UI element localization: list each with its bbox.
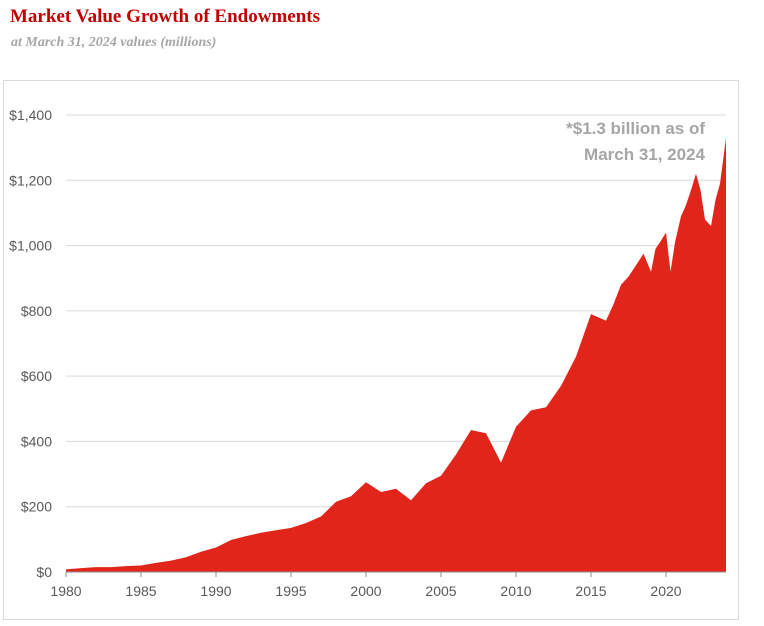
endowment-area-series <box>66 137 726 572</box>
x-tick-label: 1995 <box>275 583 306 599</box>
y-tick-labels: $0 $200 $400 $600 $800 $1,000 $1,200 $1,400 <box>9 107 52 580</box>
x-tick-label: 2010 <box>500 583 531 599</box>
y-tick-label: $400 <box>21 433 52 449</box>
x-tick-label: 1990 <box>200 583 231 599</box>
y-tick-label: $200 <box>21 499 52 515</box>
area-layer <box>66 137 726 572</box>
y-tick-label: $1,400 <box>9 107 52 123</box>
x-tick-label: 2015 <box>575 583 606 599</box>
x-tick-label: 1985 <box>125 583 156 599</box>
annotation-line: March 31, 2024 <box>584 145 706 164</box>
chart-subtitle: at March 31, 2024 values (millions) <box>11 35 217 50</box>
y-tick-label: $1,200 <box>9 172 52 188</box>
annotation-line: *$1.3 billion as of <box>566 119 705 138</box>
x-tick-labels: 1980 1985 1990 1995 2000 2005 2010 2015 2020 <box>50 583 681 599</box>
chart-frame <box>3 80 739 620</box>
y-tick-label: $0 <box>36 564 52 580</box>
x-axis <box>65 571 726 577</box>
chart-title: Market Value Growth of Endowments <box>10 6 320 27</box>
x-tick-label: 2000 <box>350 583 381 599</box>
annotation: *$1.3 billion as of March 31, 2024 <box>566 119 705 164</box>
y-tick-label: $1,000 <box>9 238 52 254</box>
x-tick-label: 2020 <box>650 583 681 599</box>
x-tick-label: 2005 <box>425 583 456 599</box>
x-tick-label: 1980 <box>50 583 81 599</box>
y-tick-label: $600 <box>21 368 52 384</box>
y-tick-label: $800 <box>21 303 52 319</box>
